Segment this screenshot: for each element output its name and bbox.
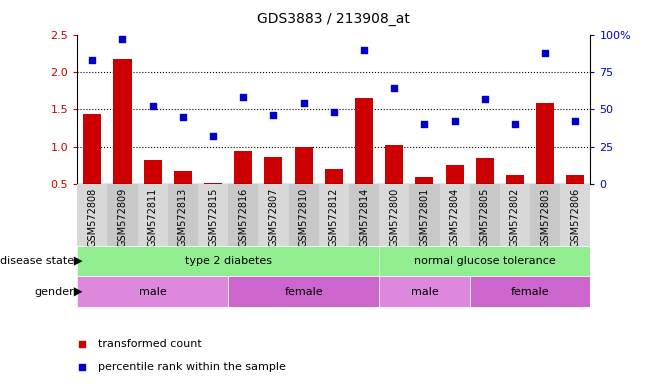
Point [359, 46, 370, 53]
Bar [83, 114, 101, 222]
Bar [349, 184, 379, 246]
Bar [138, 184, 168, 246]
Text: GSM572801: GSM572801 [419, 187, 429, 247]
Text: GSM572807: GSM572807 [268, 187, 278, 247]
Bar [77, 246, 379, 276]
Text: GSM572816: GSM572816 [238, 187, 248, 247]
Point [375, 57, 386, 63]
Bar [500, 184, 530, 246]
Point [117, 36, 128, 42]
Point [238, 94, 249, 101]
Bar [476, 158, 494, 222]
Bar [379, 276, 470, 307]
Text: male: male [139, 287, 166, 297]
Bar [204, 183, 222, 222]
Point [208, 133, 219, 139]
Bar [355, 98, 373, 222]
Bar [228, 184, 258, 246]
Text: GSM572814: GSM572814 [359, 187, 369, 247]
Text: GSM572815: GSM572815 [208, 187, 218, 247]
Bar [77, 184, 107, 246]
Bar [168, 184, 198, 246]
Point [268, 113, 279, 119]
Bar [144, 161, 162, 222]
Point [375, 266, 386, 273]
Bar [258, 184, 289, 246]
Text: GSM572806: GSM572806 [570, 187, 580, 247]
Bar [470, 184, 500, 246]
Point [178, 114, 189, 120]
Text: normal glucose tolerance: normal glucose tolerance [414, 256, 556, 266]
Bar [415, 177, 433, 222]
Text: percentile rank within the sample: percentile rank within the sample [98, 362, 286, 372]
Text: type 2 diabetes: type 2 diabetes [185, 256, 272, 266]
Bar [319, 184, 349, 246]
Text: disease state: disease state [0, 256, 74, 266]
Point [480, 96, 491, 102]
Bar [174, 171, 192, 222]
Point [329, 109, 340, 116]
Bar [409, 184, 440, 246]
Bar [470, 276, 590, 307]
Text: transformed count: transformed count [98, 339, 201, 349]
Point [148, 103, 158, 109]
Bar [295, 147, 313, 222]
Point [570, 118, 581, 124]
Bar [113, 58, 132, 222]
Bar [264, 157, 282, 222]
Text: gender: gender [34, 287, 74, 297]
Text: GSM572813: GSM572813 [178, 187, 188, 247]
Text: GSM572802: GSM572802 [510, 187, 520, 247]
Text: female: female [511, 287, 550, 297]
Bar [560, 184, 590, 246]
Bar [536, 103, 554, 222]
Bar [385, 145, 403, 222]
Text: GSM572803: GSM572803 [540, 187, 550, 247]
Text: GSM572810: GSM572810 [299, 187, 309, 247]
Bar [234, 151, 252, 222]
Bar [446, 165, 464, 222]
Text: GSM572811: GSM572811 [148, 187, 158, 247]
Point [389, 85, 400, 91]
Point [540, 50, 551, 56]
Bar [198, 184, 228, 246]
Bar [506, 175, 524, 222]
Point [299, 100, 309, 106]
Text: GSM572804: GSM572804 [450, 187, 460, 247]
Text: GSM572800: GSM572800 [389, 187, 399, 247]
Bar [440, 184, 470, 246]
Bar [107, 184, 138, 246]
Text: male: male [411, 287, 438, 297]
Text: GSM572808: GSM572808 [87, 187, 97, 247]
Bar [289, 184, 319, 246]
Point [510, 121, 521, 127]
Bar [325, 169, 343, 222]
Bar [228, 276, 379, 307]
Text: female: female [285, 287, 323, 297]
Point [450, 118, 460, 124]
Text: GDS3883 / 213908_at: GDS3883 / 213908_at [258, 12, 410, 25]
Bar [379, 246, 590, 276]
Bar [77, 276, 228, 307]
Bar [566, 175, 584, 222]
Text: GSM572809: GSM572809 [117, 187, 127, 247]
Point [419, 121, 430, 127]
Text: GSM572812: GSM572812 [329, 187, 339, 247]
Point [87, 57, 98, 63]
Bar [530, 184, 560, 246]
Text: GSM572805: GSM572805 [480, 187, 490, 247]
Bar [379, 184, 409, 246]
